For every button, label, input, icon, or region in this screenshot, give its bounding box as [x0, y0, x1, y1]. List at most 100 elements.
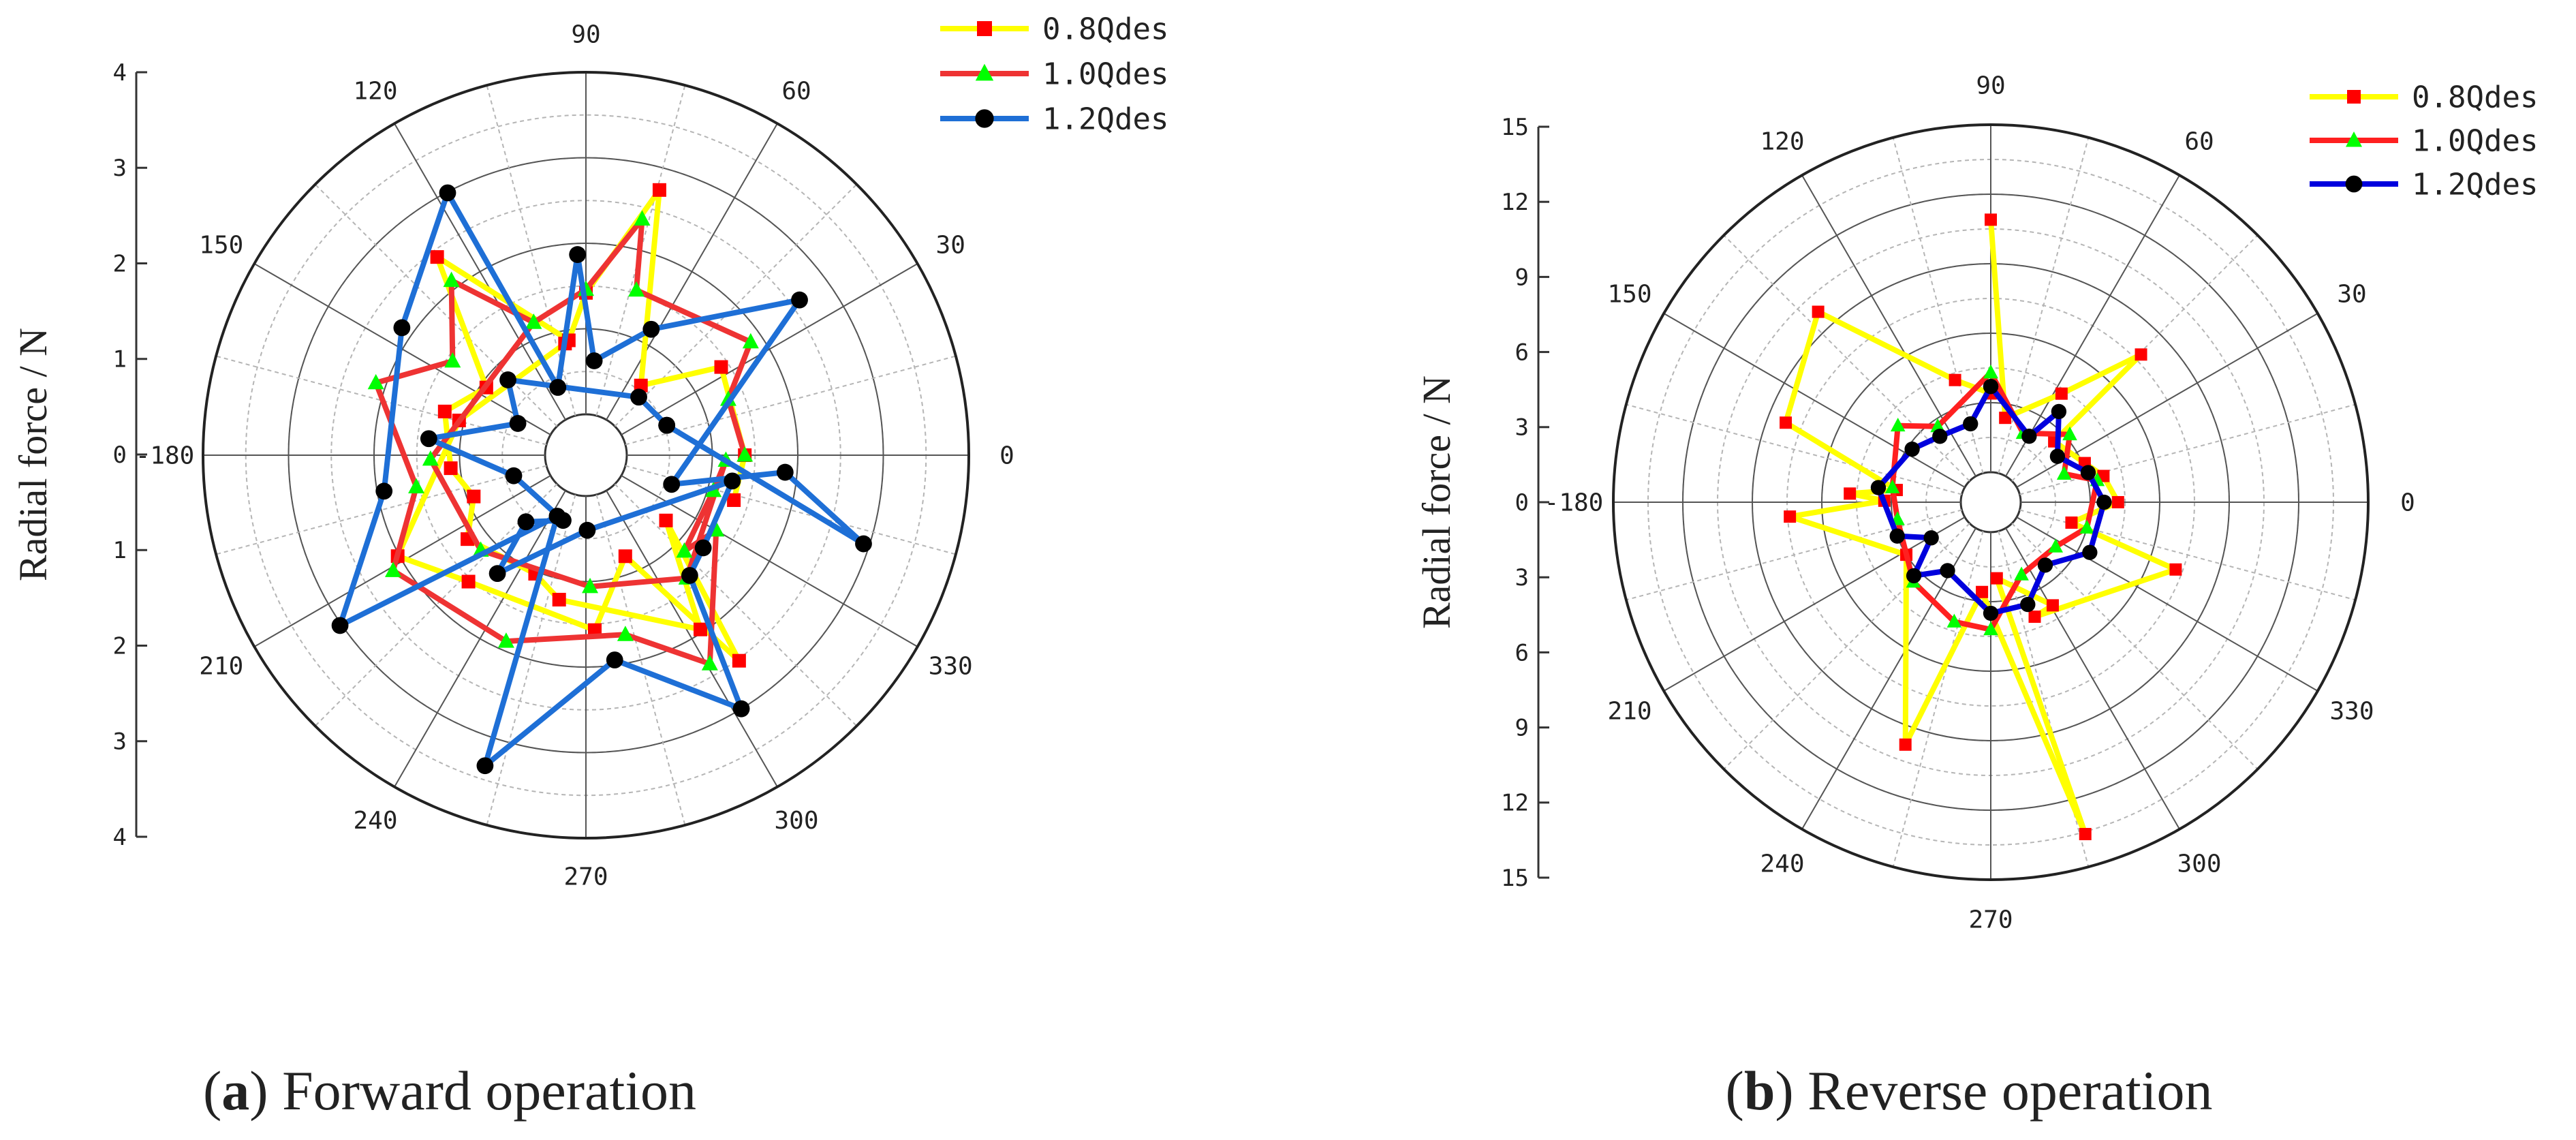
spoke [1998, 137, 2090, 474]
outer-circle [202, 71, 970, 839]
data-point [634, 210, 651, 226]
data-point [1983, 379, 1999, 395]
angle-label: 210 [199, 653, 243, 681]
data-point [509, 415, 527, 432]
data-point [1923, 530, 1939, 546]
caption-a-text: Forward operation [282, 1060, 696, 1122]
data-point [1946, 613, 1962, 628]
angle-label: 330 [2329, 698, 2374, 726]
radial-tick-label: 3 [1515, 414, 1529, 442]
spoke [215, 465, 547, 555]
radial-tick-label: 6 [1515, 339, 1529, 367]
y-axis-label: Radial force / N [11, 328, 55, 581]
radial-tick-label: 15 [1501, 865, 1529, 892]
data-point [2062, 426, 2077, 441]
angle-label: 150 [1607, 281, 1651, 309]
legend-label: 1.2Qdes [1042, 102, 1168, 136]
data-point [2051, 403, 2067, 420]
spoke [486, 494, 576, 826]
series-line [337, 189, 867, 769]
spoke [2019, 509, 2356, 601]
panel-a: 0306090120150-18021024027030033043210123… [11, 12, 1168, 891]
data-point [2048, 538, 2064, 553]
data-point [2014, 566, 2029, 581]
series-1.0Qdes [367, 210, 759, 671]
radial-tick-label: 9 [1515, 264, 1529, 291]
radial-tick-label: 9 [1515, 715, 1529, 742]
radial-tick-label: 2 [113, 632, 127, 660]
data-point [618, 549, 632, 564]
series-1.0Qdes [1884, 365, 2105, 636]
radial-tick-label: 12 [1501, 189, 1529, 216]
angle-label: 240 [1760, 850, 1804, 878]
data-point [467, 489, 481, 504]
spoke [595, 494, 686, 826]
legend-label: 1.0Qdes [1042, 57, 1168, 91]
spoke [1801, 527, 1976, 830]
data-point [430, 250, 444, 264]
radial-tick-label: 0 [113, 442, 127, 469]
series-line [1783, 219, 2179, 837]
data-point [1904, 442, 1920, 457]
radial-tick-label: 12 [1501, 790, 1529, 817]
data-point [2065, 516, 2078, 529]
spoke [1998, 531, 2090, 867]
data-point [2080, 465, 2096, 480]
data-point [2096, 494, 2112, 510]
radial-tick-label: 1 [113, 346, 127, 373]
data-point [1976, 585, 1989, 598]
angle-label: 60 [781, 77, 811, 105]
spoke [394, 490, 566, 788]
data-point [681, 567, 698, 584]
data-point [1985, 213, 1997, 226]
radial-tick-label: 4 [113, 59, 127, 87]
spoke [621, 263, 918, 435]
data-point [791, 291, 808, 309]
series-1.2Qdes [331, 184, 872, 775]
legend-marker [977, 21, 992, 36]
radial-tick-label: 0 [1515, 489, 1529, 517]
spoke [1801, 174, 1976, 477]
data-point [617, 626, 634, 641]
spoke [1723, 523, 1970, 770]
spoke [2005, 174, 2180, 477]
data-point [2028, 611, 2041, 623]
angle-label: 210 [1607, 698, 1651, 726]
data-point [1784, 510, 1797, 523]
data-point [1949, 373, 1961, 386]
legend-marker [2346, 131, 2362, 147]
angle-label: 150 [199, 232, 243, 260]
spoke [2016, 517, 2318, 692]
data-point [393, 319, 411, 337]
data-point [1940, 563, 1955, 579]
data-point [408, 478, 425, 494]
inner-circle [1959, 471, 2022, 534]
data-point [375, 482, 393, 500]
data-point [525, 313, 542, 329]
spoke [625, 465, 957, 555]
spoke [314, 483, 558, 727]
series-line [1889, 370, 2100, 632]
spoke [614, 483, 858, 727]
data-point [714, 360, 728, 374]
data-point [628, 281, 645, 297]
spoke [1626, 509, 1962, 601]
data-point [422, 450, 439, 466]
y-axis-label: Radial force / N [1414, 375, 1459, 629]
data-point [776, 463, 794, 481]
data-point [694, 539, 712, 557]
radial-tick-label: 1 [113, 537, 127, 564]
data-point [1884, 479, 1900, 493]
data-point [555, 512, 572, 529]
data-point [855, 535, 872, 553]
data-point [1889, 528, 1905, 544]
data-point [585, 352, 603, 369]
caption-b-label: b [1744, 1060, 1775, 1122]
spoke [314, 183, 558, 427]
angle-label: 300 [774, 807, 818, 835]
spoke [1663, 313, 1966, 488]
series-line [373, 216, 754, 667]
data-point [1906, 568, 1922, 584]
legend-label: 0.8Qdes [1042, 12, 1168, 46]
